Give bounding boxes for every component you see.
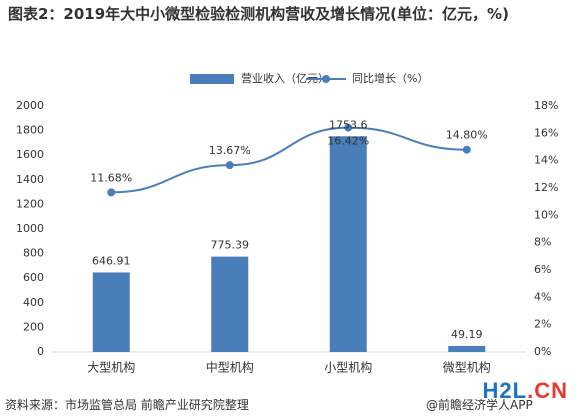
y-right-tick-label: 16% — [534, 126, 558, 139]
legend-swatch-revenue — [190, 74, 234, 84]
site-watermark: H2L.CN — [483, 378, 568, 404]
growth-point — [344, 123, 353, 132]
y-right-tick-label: 6% — [534, 263, 551, 276]
x-category-label: 小型机构 — [324, 360, 372, 375]
y-right-tick-label: 14% — [534, 154, 558, 167]
revenue-data-label: 775.39 — [211, 239, 250, 252]
y-left-tick-label: 0 — [37, 345, 44, 358]
y-left-tick-label: 1200 — [16, 197, 44, 210]
revenue-data-label: 646.91 — [92, 254, 131, 267]
growth-data-label: 13.67% — [209, 144, 251, 157]
y-right-tick-label: 10% — [534, 208, 558, 221]
growth-data-label: 14.80% — [446, 129, 488, 142]
growth-point — [462, 145, 471, 154]
growth-line — [111, 126, 467, 194]
x-category-label: 大型机构 — [87, 360, 135, 375]
revenue-data-label: 1753.6 — [329, 118, 368, 131]
chart-title: 图表2：2019年大中小微型检验检测机构营收及增长情况(单位：亿元，%) — [8, 5, 509, 23]
y-left-tick-label: 1000 — [16, 222, 44, 235]
legend-label-revenue: 营业收入（亿元） — [241, 71, 329, 85]
growth-data-label: 16.42% — [327, 135, 369, 148]
watermark-main: H2L — [482, 378, 528, 403]
y-left-tick-label: 1400 — [16, 173, 44, 186]
y-right-tick-label: 0% — [534, 345, 551, 358]
revenue-bar — [329, 136, 367, 352]
x-category-label: 微型机构 — [443, 360, 491, 375]
y-left-tick-label: 600 — [23, 271, 44, 284]
revenue-bar — [92, 272, 130, 352]
growth-point — [225, 161, 234, 170]
growth-data-label: 11.68% — [90, 171, 132, 184]
y-left-tick-label: 400 — [23, 296, 44, 309]
brand-footer: @前瞻经济学人APP — [426, 398, 533, 412]
y-right-tick-label: 2% — [534, 318, 551, 331]
y-right-tick-label: 18% — [534, 99, 558, 112]
y-left-tick-label: 1600 — [16, 148, 44, 161]
y-left-tick-label: 2000 — [16, 99, 44, 112]
source-note: 资料来源：市场监管总局 前瞻产业研究院整理 — [5, 398, 249, 412]
y-right-tick-label: 12% — [534, 181, 558, 194]
x-category-label: 中型机构 — [206, 360, 254, 375]
legend-swatch-growth-marker — [322, 75, 330, 83]
y-left-tick-label: 1800 — [16, 124, 44, 137]
growth-point — [107, 188, 116, 197]
y-right-tick-label: 8% — [534, 236, 551, 249]
revenue-data-label: 49.19 — [451, 328, 483, 341]
y-right-tick-label: 4% — [534, 290, 551, 303]
watermark-suffix: .CN — [527, 378, 568, 403]
legend-label-growth: 同比增长（%） — [352, 71, 428, 85]
revenue-bar — [211, 256, 249, 352]
y-left-tick-label: 200 — [23, 320, 44, 333]
y-left-tick-label: 800 — [23, 247, 44, 260]
revenue-bar — [448, 345, 486, 352]
